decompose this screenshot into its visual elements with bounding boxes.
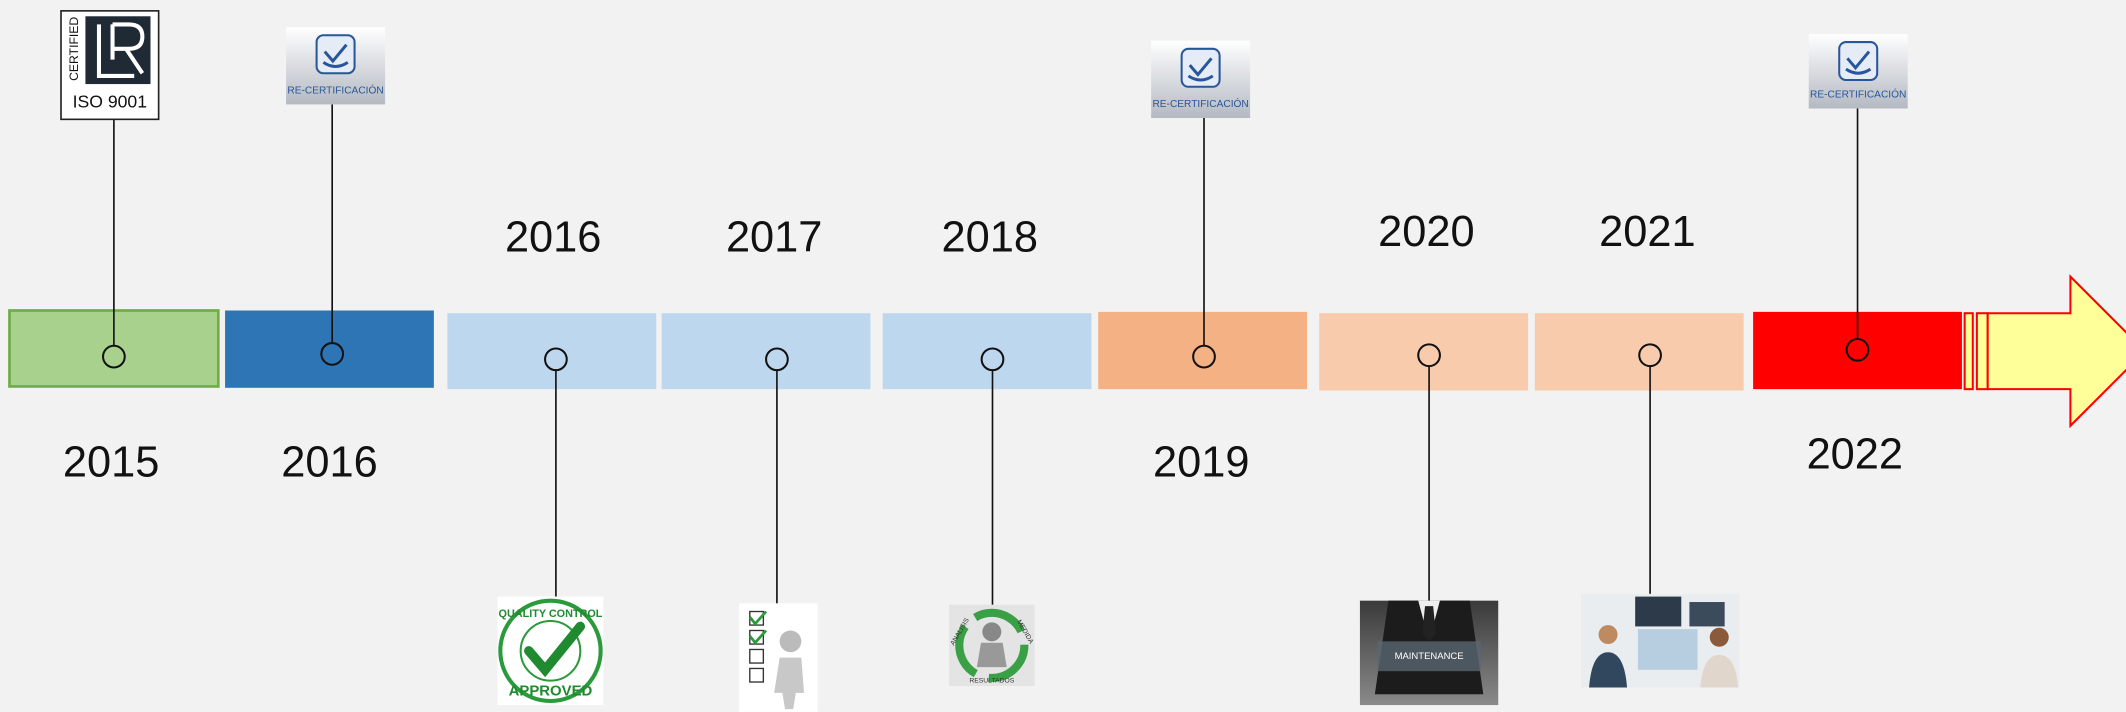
milestone-icon: RE-CERTIFICACIÓN	[286, 27, 385, 104]
timeline-segment	[1098, 312, 1307, 389]
page: 2015 CERTIFIED ISO 9001 2016 RE-CERTIFICACIÓ…	[0, 0, 2126, 712]
icon-text: RE-CERTIFICACIÓN	[1810, 88, 1906, 101]
screen	[1689, 602, 1724, 626]
timeline-segment	[447, 313, 656, 389]
milestone-icon	[739, 603, 818, 711]
checkbox	[750, 649, 764, 663]
icon-text: APPROVED	[509, 683, 593, 699]
timeline-segment	[225, 311, 434, 388]
year-label: 2015	[63, 439, 160, 487]
person-head	[1599, 625, 1618, 644]
person-head	[1710, 628, 1729, 647]
timeline-segment	[662, 313, 871, 389]
icon-text: ISO 9001	[73, 92, 147, 112]
arrow-bar	[1965, 313, 1973, 389]
icon-text: CERTIFIED	[67, 17, 81, 81]
milestone-icon: RE-CERTIFICACIÓN	[1809, 34, 1908, 109]
milestone-icon: CERTIFIED ISO 9001	[61, 11, 159, 119]
timeline-segment	[883, 313, 1092, 389]
year-label: 2021	[1599, 208, 1695, 256]
timeline: 2015 CERTIFIED ISO 9001 2016 RE-CERTIFICACIÓ…	[0, 0, 2126, 712]
year-label: 2022	[1807, 430, 1903, 478]
year-label: 2018	[942, 213, 1038, 261]
icon-text: QUALITY CONTROL	[499, 608, 603, 620]
milestone-icon: RE-CERTIFICACIÓN	[1151, 41, 1250, 118]
milestone-icon	[1581, 594, 1740, 688]
year-label: 2016	[281, 439, 378, 487]
year-label: 2019	[1153, 439, 1250, 487]
screen	[1638, 629, 1698, 670]
icon-text: RE-CERTIFICACIÓN	[1152, 97, 1248, 110]
icon-text: RE-CERTIFICACIÓN	[287, 84, 383, 97]
figure-head	[780, 630, 802, 652]
timeline-segment	[1319, 313, 1528, 390]
year-label: 2017	[726, 213, 823, 261]
milestone-icon: MAINTENANCE	[1360, 601, 1498, 705]
year-label: 2020	[1378, 208, 1475, 256]
arrow-bar	[1977, 313, 1988, 389]
year-label: 2016	[505, 213, 602, 261]
screen	[1635, 597, 1681, 627]
checkbox	[750, 668, 764, 682]
figure-body	[977, 643, 1007, 667]
icon-text: RESULTADOS	[969, 677, 1014, 684]
icon-text: MAINTENANCE	[1395, 651, 1464, 662]
milestone-icon: QUALITY CONTROL APPROVED	[498, 597, 604, 705]
figure-head	[982, 622, 1001, 641]
